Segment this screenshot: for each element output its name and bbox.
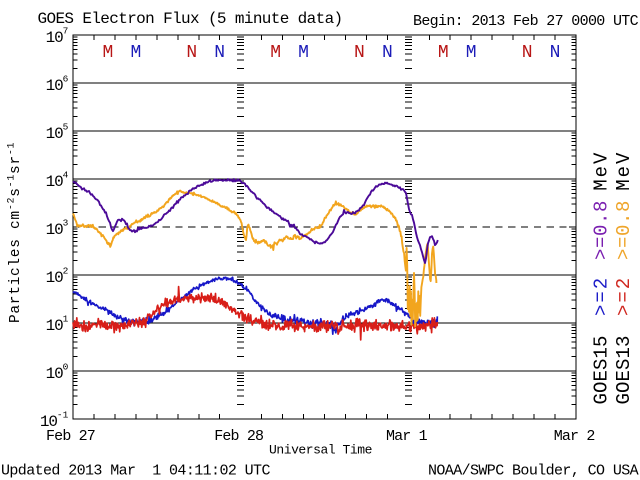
svg-text:N: N [550, 43, 561, 63]
svg-text:Feb 28: Feb 28 [214, 428, 264, 445]
svg-text:M: M [270, 43, 281, 63]
svg-text:M: M [298, 43, 309, 63]
svg-text:>=2: >=2 [613, 276, 635, 316]
svg-text:M: M [102, 43, 113, 63]
svg-text:N: N [382, 43, 393, 63]
svg-text:N: N [522, 43, 533, 63]
svg-text:101: 101 [46, 314, 69, 336]
svg-text:Begin: 2013 Feb 27 0000 UTC: Begin: 2013 Feb 27 0000 UTC [413, 13, 639, 30]
svg-text:10-1: 10-1 [40, 410, 69, 432]
svg-text:GOES13: GOES13 [613, 335, 635, 404]
svg-text:MeV: MeV [613, 151, 635, 191]
svg-text:Mar 1: Mar 1 [386, 428, 428, 445]
svg-text:M: M [438, 43, 449, 63]
svg-text:106: 106 [46, 74, 69, 96]
svg-text:N: N [354, 43, 365, 63]
svg-text:NOAA/SWPC Boulder, CO USA: NOAA/SWPC Boulder, CO USA [428, 463, 639, 480]
svg-text:107: 107 [46, 26, 69, 48]
svg-text:N: N [214, 43, 225, 63]
svg-text:>=2: >=2 [591, 276, 613, 316]
svg-text:Updated 2013 Mar 1 04:11:02 U: Updated 2013 Mar 1 04:11:02 UTC [1, 463, 270, 480]
svg-text:GOES15: GOES15 [591, 335, 613, 404]
svg-text:M: M [130, 43, 141, 63]
svg-text:Feb 27: Feb 27 [46, 428, 95, 445]
svg-text:>=0.8: >=0.8 [591, 200, 613, 260]
svg-text:Mar 2: Mar 2 [554, 428, 595, 445]
svg-text:Particles cm-2s-1sr-1: Particles cm-2s-1sr-1 [7, 142, 25, 323]
svg-text:102: 102 [46, 266, 69, 288]
svg-text:M: M [466, 43, 477, 63]
svg-text:N: N [186, 43, 197, 63]
svg-text:>=0.8: >=0.8 [613, 200, 635, 260]
svg-text:MeV: MeV [591, 151, 613, 191]
svg-text:Universal Time: Universal Time [269, 443, 372, 458]
svg-text:100: 100 [46, 362, 69, 384]
svg-text:104: 104 [46, 170, 69, 192]
svg-text:103: 103 [46, 218, 69, 240]
svg-text:105: 105 [46, 122, 69, 144]
svg-text:GOES Electron Flux (5 minute d: GOES Electron Flux (5 minute data) [38, 10, 343, 28]
